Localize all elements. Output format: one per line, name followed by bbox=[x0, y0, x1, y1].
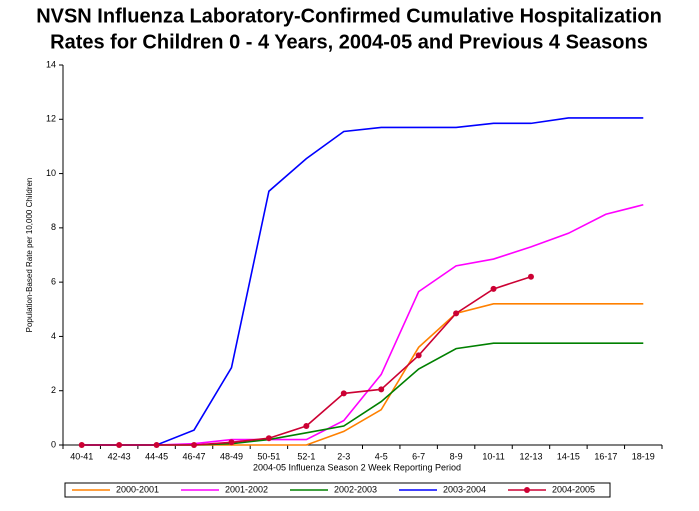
y-tick-label: 4 bbox=[51, 331, 56, 341]
x-tick-label: 4-5 bbox=[375, 451, 388, 461]
data-point bbox=[490, 285, 497, 292]
series-line bbox=[81, 117, 644, 446]
data-point bbox=[265, 435, 272, 442]
x-tick-label: 10-11 bbox=[482, 451, 504, 461]
data-point bbox=[340, 390, 347, 397]
y-tick-label: 14 bbox=[46, 59, 56, 69]
series-line bbox=[81, 342, 644, 446]
x-tick-label: 8-9 bbox=[450, 451, 463, 461]
series-line bbox=[81, 303, 644, 446]
y-axis-label: Population-Based Rate per 10,000 Childre… bbox=[25, 178, 34, 333]
data-point bbox=[228, 439, 235, 446]
chart-title-line: NVSN Influenza Laboratory-Confirmed Cumu… bbox=[36, 5, 662, 27]
y-tick-label: 12 bbox=[46, 114, 56, 124]
x-tick-label: 52-1 bbox=[297, 451, 315, 461]
series-line bbox=[81, 275, 532, 446]
data-point bbox=[78, 442, 85, 448]
x-tick-label: 16-17 bbox=[594, 451, 617, 461]
legend-box bbox=[64, 482, 611, 498]
chart-title-line: Rates for Children 0 - 4 Years, 2004-05 … bbox=[50, 31, 648, 53]
x-tick-label: 14-15 bbox=[557, 451, 580, 461]
x-tick-label: 18-19 bbox=[632, 451, 655, 461]
series-line bbox=[81, 204, 644, 446]
x-tick-label: 2-3 bbox=[337, 451, 350, 461]
data-point bbox=[191, 442, 198, 448]
data-point bbox=[116, 442, 123, 448]
legend-label: 2001-2002 bbox=[225, 484, 268, 494]
legend-label: 2000-2001 bbox=[116, 484, 159, 494]
data-point bbox=[415, 352, 422, 359]
x-tick-label: 42-43 bbox=[108, 451, 131, 461]
y-tick-label: 2 bbox=[51, 385, 56, 395]
x-tick-label: 46-47 bbox=[183, 451, 206, 461]
x-tick-label: 44-45 bbox=[145, 451, 168, 461]
legend-label: 2002-2003 bbox=[334, 484, 377, 494]
x-tick-label: 12-13 bbox=[519, 451, 542, 461]
y-tick-label: 0 bbox=[51, 439, 56, 449]
x-tick-label: 50-51 bbox=[257, 451, 280, 461]
data-point bbox=[303, 423, 310, 429]
data-point bbox=[378, 386, 385, 393]
x-tick-label: 48-49 bbox=[220, 451, 243, 461]
legend-label: 2003-2004 bbox=[443, 484, 486, 494]
legend-marker bbox=[524, 487, 530, 493]
data-point bbox=[527, 273, 534, 280]
y-tick-label: 10 bbox=[46, 168, 56, 178]
data-point bbox=[453, 310, 460, 317]
x-tick-label: 40-41 bbox=[70, 451, 93, 461]
y-tick-label: 6 bbox=[51, 277, 56, 287]
x-tick-label: 6-7 bbox=[412, 451, 425, 461]
data-point bbox=[153, 442, 160, 448]
y-tick-label: 8 bbox=[51, 222, 56, 232]
legend-label: 2004-2005 bbox=[552, 484, 595, 494]
x-axis-label: 2004-05 Influenza Season 2 Week Reportin… bbox=[253, 462, 461, 472]
